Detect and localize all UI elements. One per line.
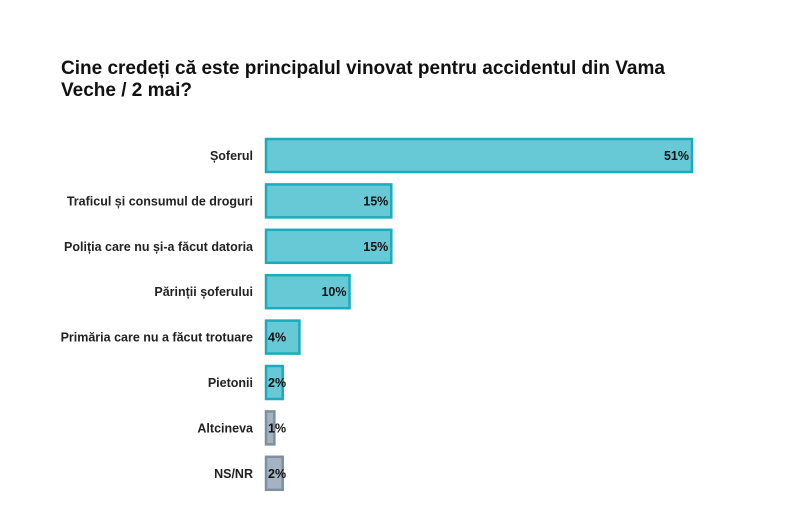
chart-title: Cine credeți că este principalul vinovat… <box>61 58 665 101</box>
bar-1 <box>264 183 393 219</box>
category-label: Poliția care nu și-a făcut datoria <box>64 240 254 254</box>
value-label: 15% <box>363 194 388 208</box>
bar-4 <box>264 319 301 355</box>
category-label: Traficul și consumul de droguri <box>67 194 253 208</box>
category-label: Pietonii <box>208 376 253 390</box>
value-label: 15% <box>363 240 388 254</box>
category-label: Altcineva <box>197 421 254 435</box>
value-label: 2% <box>268 467 286 481</box>
value-label: 51% <box>664 149 689 163</box>
value-label: 2% <box>268 376 286 390</box>
bar-6 <box>264 410 276 446</box>
category-label: Primăria care nu a făcut trotuare <box>61 331 253 345</box>
bar-0 <box>264 137 694 174</box>
category-label: Părinții șoferului <box>154 285 253 299</box>
bar-7 <box>264 455 284 492</box>
value-label: 10% <box>321 285 346 299</box>
bar-5 <box>264 364 284 401</box>
bar-2 <box>264 228 393 265</box>
category-label: NS/NR <box>214 467 253 481</box>
value-label: 1% <box>268 421 286 435</box>
value-label: 4% <box>268 331 286 345</box>
bar-3 <box>264 273 351 310</box>
category-label: Șoferul <box>210 149 253 163</box>
